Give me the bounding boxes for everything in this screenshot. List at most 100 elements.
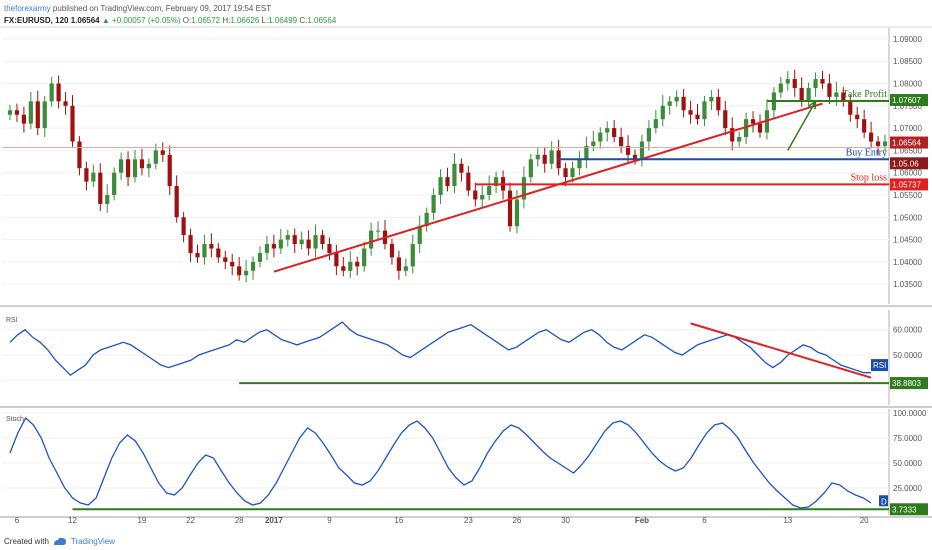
candle-body xyxy=(521,177,526,200)
candle-body xyxy=(660,105,665,120)
candle-body xyxy=(264,244,270,253)
candle-body xyxy=(848,101,853,115)
candle-body xyxy=(139,159,145,169)
candle-body xyxy=(21,114,26,124)
candle-body xyxy=(882,141,888,146)
close-value: 1.06564 xyxy=(307,16,337,25)
candle-body xyxy=(63,101,68,106)
price-tick-label: 1.07000 xyxy=(893,124,922,133)
time-tick-label: 9 xyxy=(327,516,332,525)
candle-body xyxy=(299,239,304,245)
stoch-support-tag-text: 3.7333 xyxy=(892,505,917,514)
buy-entry-tag-box xyxy=(890,157,928,170)
time-tick-label: 26 xyxy=(512,516,521,525)
candle-body xyxy=(195,252,200,258)
time-tick-label: 13 xyxy=(783,516,792,525)
candle-body xyxy=(181,217,186,236)
last-price: 1.06564 xyxy=(70,16,100,25)
rsi-down-trend-line xyxy=(690,322,872,379)
candle-body xyxy=(257,252,263,262)
candle-body xyxy=(514,199,520,227)
take-profit-label: Take Profit xyxy=(842,89,887,100)
candle-body xyxy=(167,154,172,187)
candle-body xyxy=(452,163,457,187)
uptrend-line xyxy=(273,102,823,273)
candle-body xyxy=(209,244,214,249)
candle-body xyxy=(542,154,547,164)
candle-body xyxy=(862,119,867,133)
candle-body xyxy=(28,101,33,124)
stoch-tag-label: D xyxy=(881,497,887,506)
time-tick-label: 2017 xyxy=(265,516,283,525)
candle-body xyxy=(223,257,228,262)
high-value: 1.06626 xyxy=(230,16,260,25)
candle-body xyxy=(7,110,13,115)
candle-body xyxy=(355,261,360,267)
time-tick-label: 30 xyxy=(561,516,570,525)
candle-body xyxy=(625,145,631,155)
symbol-label[interactable]: FX:EURUSD, 120 xyxy=(4,16,69,25)
candle-body xyxy=(77,141,82,169)
candle-body xyxy=(820,79,825,84)
stoch-line xyxy=(9,416,872,509)
candle-body xyxy=(646,128,651,142)
candle-body xyxy=(792,79,797,88)
candle-body xyxy=(271,244,276,249)
price-tick-label: 1.06500 xyxy=(893,146,922,155)
stop-loss-tag-box xyxy=(890,178,928,191)
candle-body xyxy=(757,123,763,133)
candle-body xyxy=(716,96,721,111)
candle-body xyxy=(70,105,75,142)
author-link[interactable]: theforexarmy xyxy=(4,4,51,13)
time-tick-label: 12 xyxy=(68,516,77,525)
candle-body xyxy=(396,257,401,271)
low-value: 1.06499 xyxy=(268,16,298,25)
candle-body xyxy=(91,172,96,182)
candle-body xyxy=(132,159,138,178)
price-tick-label: 1.03500 xyxy=(893,280,922,289)
open-value: 1.06572 xyxy=(191,16,221,25)
candle-body xyxy=(688,110,693,115)
time-tick-label: 20 xyxy=(860,516,869,525)
candle-body xyxy=(591,141,596,146)
tradingview-brand[interactable]: TradingView xyxy=(70,537,115,546)
candle-body xyxy=(570,168,575,178)
candle-body xyxy=(313,235,318,249)
rsi-support-tag-box xyxy=(890,377,928,390)
stoch-tick-label: 75.0000 xyxy=(893,434,922,443)
candle-body xyxy=(681,96,686,111)
candle-body xyxy=(855,114,860,120)
buy-entry-tag-text: 1.05.06 xyxy=(892,159,919,168)
stoch-support-tag-box xyxy=(890,503,928,516)
candle-body xyxy=(320,235,325,245)
candle-body xyxy=(528,159,533,178)
time-tick-label: 19 xyxy=(137,516,146,525)
candle-body xyxy=(445,177,450,187)
up-arrow-icon: ▲ xyxy=(101,16,110,25)
candle-body xyxy=(612,128,617,138)
price-tick-label: 1.05000 xyxy=(893,213,922,222)
price-tick-label: 1.05500 xyxy=(893,191,922,200)
candle-body xyxy=(813,79,818,88)
candle-body xyxy=(549,150,554,164)
candle-body xyxy=(632,154,638,160)
price-tick-label: 1.06000 xyxy=(893,169,922,178)
price-tick-label: 1.08000 xyxy=(893,80,922,89)
candle-body xyxy=(49,83,54,102)
high-label: H: xyxy=(222,16,231,25)
candle-body xyxy=(702,101,707,120)
candle-body xyxy=(480,194,485,200)
candle-body xyxy=(619,137,624,146)
price-tick-label: 1.04000 xyxy=(893,258,922,267)
candle-body xyxy=(417,226,422,245)
candle-body xyxy=(459,163,464,173)
candle-body xyxy=(695,114,700,120)
candle-body xyxy=(827,83,832,97)
rsi-tick-label: 50.0000 xyxy=(893,351,922,360)
rsi-support-tag-text: 38.8803 xyxy=(892,379,921,388)
candle-body xyxy=(146,163,151,169)
candle-body xyxy=(563,168,568,178)
stoch-tag-box xyxy=(879,495,888,507)
candle-body xyxy=(14,110,20,115)
